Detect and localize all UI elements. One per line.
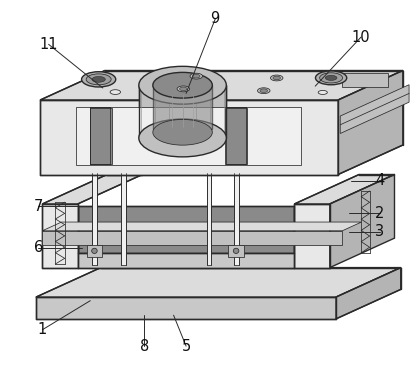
Polygon shape <box>338 70 403 174</box>
Ellipse shape <box>139 119 226 157</box>
Polygon shape <box>76 107 301 165</box>
Ellipse shape <box>260 89 268 92</box>
Polygon shape <box>87 245 102 257</box>
Text: 7: 7 <box>33 199 43 214</box>
Polygon shape <box>330 174 395 268</box>
Ellipse shape <box>257 88 270 93</box>
Text: 2: 2 <box>375 206 385 221</box>
Ellipse shape <box>325 75 337 80</box>
Polygon shape <box>226 107 246 164</box>
Ellipse shape <box>316 71 347 85</box>
Polygon shape <box>42 231 342 245</box>
Polygon shape <box>336 268 401 319</box>
Ellipse shape <box>318 91 327 95</box>
Ellipse shape <box>82 72 116 87</box>
Ellipse shape <box>139 66 226 104</box>
Polygon shape <box>42 222 362 231</box>
Ellipse shape <box>180 87 187 91</box>
Polygon shape <box>342 73 387 87</box>
Polygon shape <box>36 268 401 297</box>
Text: 6: 6 <box>33 241 43 256</box>
Text: 5: 5 <box>181 339 191 354</box>
Polygon shape <box>206 173 212 265</box>
Ellipse shape <box>177 86 190 92</box>
Polygon shape <box>78 253 294 268</box>
Polygon shape <box>340 85 409 134</box>
Text: 8: 8 <box>140 339 149 354</box>
Text: 1: 1 <box>38 322 47 337</box>
Polygon shape <box>42 204 78 268</box>
Ellipse shape <box>273 76 280 80</box>
Polygon shape <box>225 108 247 164</box>
Ellipse shape <box>153 72 212 98</box>
Text: 4: 4 <box>375 173 385 188</box>
Polygon shape <box>90 107 110 164</box>
Polygon shape <box>294 174 395 204</box>
Ellipse shape <box>110 90 120 95</box>
Polygon shape <box>78 206 294 253</box>
Polygon shape <box>40 70 403 100</box>
Polygon shape <box>153 85 212 128</box>
Polygon shape <box>92 173 97 265</box>
Text: 9: 9 <box>211 11 220 26</box>
Ellipse shape <box>193 74 200 78</box>
Ellipse shape <box>233 248 239 253</box>
Polygon shape <box>90 108 112 164</box>
Ellipse shape <box>270 75 283 81</box>
Polygon shape <box>139 85 226 138</box>
Polygon shape <box>234 173 239 265</box>
Ellipse shape <box>92 248 97 253</box>
Ellipse shape <box>86 74 111 85</box>
Polygon shape <box>121 173 126 265</box>
Ellipse shape <box>190 73 203 79</box>
Text: 10: 10 <box>352 30 370 45</box>
Polygon shape <box>294 204 330 268</box>
Polygon shape <box>228 245 244 257</box>
Polygon shape <box>40 100 338 174</box>
Ellipse shape <box>153 119 212 145</box>
Ellipse shape <box>320 73 343 83</box>
Ellipse shape <box>92 76 105 82</box>
Text: 11: 11 <box>39 37 58 52</box>
Text: 3: 3 <box>375 224 385 239</box>
Polygon shape <box>42 174 143 204</box>
Polygon shape <box>36 297 336 319</box>
